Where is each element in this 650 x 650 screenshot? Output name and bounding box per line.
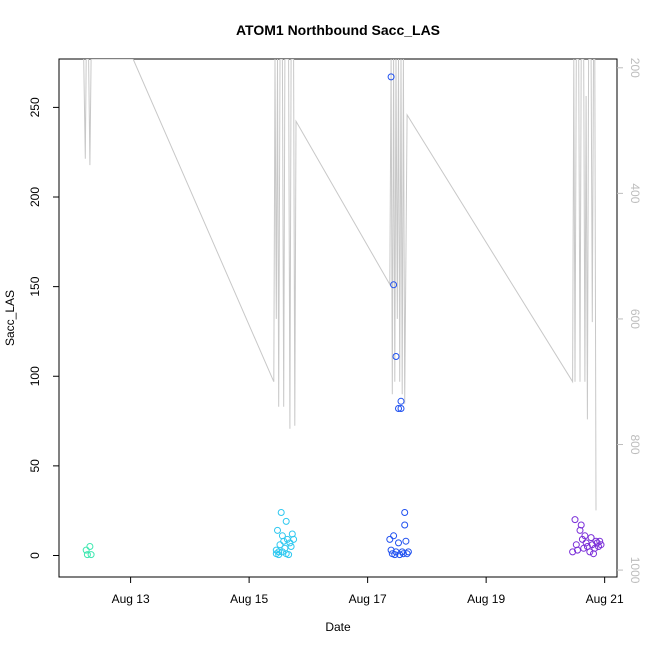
- data-point: [274, 526, 281, 534]
- chart-title: ATOM1 Northbound Sacc_LAS: [236, 22, 440, 38]
- data-point: [395, 539, 402, 547]
- data-point: [390, 532, 398, 540]
- x-tick-label: Aug 21: [586, 592, 624, 606]
- data-point: [387, 546, 395, 554]
- data-point: [574, 546, 581, 554]
- data-point: [280, 537, 288, 545]
- x-axis-label: Date: [325, 620, 351, 634]
- data-point: [395, 405, 402, 412]
- y-tick-label: 150: [28, 276, 42, 296]
- x-tick-label: Aug 19: [467, 592, 505, 606]
- data-point: [285, 551, 293, 559]
- y-tick-label: 200: [28, 187, 42, 207]
- data-point: [390, 281, 398, 289]
- x-axis: Aug 13 Aug 15 Aug 17 Aug 19 Aug 21: [112, 577, 624, 606]
- y2-tick-label: 400: [628, 183, 642, 203]
- y-tick-label: 50: [28, 459, 42, 473]
- y-tick-label: 0: [28, 552, 42, 559]
- data-point: [86, 543, 94, 550]
- y2-tick-label: 1000: [628, 557, 642, 584]
- data-point: [276, 541, 284, 549]
- x-tick-label: Aug 15: [230, 592, 268, 606]
- x-tick-label: Aug 13: [112, 592, 150, 606]
- y-tick-label: 100: [28, 366, 42, 386]
- data-point: [402, 537, 410, 545]
- y2-tick-label: 800: [628, 435, 642, 455]
- data-point: [82, 546, 90, 554]
- data-point: [387, 73, 395, 81]
- data-point: [87, 551, 95, 559]
- data-point: [582, 539, 590, 547]
- secondary-line-layer: [83, 59, 597, 511]
- plot-frame: [58, 58, 618, 578]
- secondary-series-line: [83, 59, 597, 511]
- y2-tick-label: 600: [628, 309, 642, 329]
- data-point: [286, 539, 294, 547]
- data-point: [397, 405, 405, 412]
- y-tick-label: 250: [28, 97, 42, 117]
- y-axis-label: Sacc_LAS: [3, 290, 17, 346]
- data-point: [401, 521, 409, 529]
- data-point: [83, 551, 91, 559]
- points-layer: [82, 73, 605, 559]
- data-point: [597, 541, 605, 549]
- data-point: [581, 532, 589, 540]
- y-axis: 0 50 100 150 200 250: [28, 97, 59, 559]
- data-point: [586, 548, 594, 556]
- data-point: [386, 535, 394, 543]
- data-point: [587, 534, 595, 542]
- data-point: [571, 516, 579, 524]
- data-point: [577, 521, 585, 529]
- data-point: [397, 397, 405, 405]
- data-point: [287, 543, 295, 550]
- data-point: [403, 550, 411, 558]
- y-axis-right: 200 400 600 800 1000: [617, 58, 642, 584]
- data-point: [596, 537, 604, 545]
- y2-tick-label: 200: [628, 58, 642, 78]
- data-point: [275, 548, 283, 556]
- data-point: [277, 509, 285, 516]
- x-tick-label: Aug 17: [349, 592, 387, 606]
- data-point: [404, 548, 412, 556]
- data-point: [569, 548, 577, 556]
- data-point: [290, 535, 298, 543]
- data-point: [401, 509, 409, 516]
- data-point: [392, 353, 400, 360]
- data-point: [282, 517, 290, 525]
